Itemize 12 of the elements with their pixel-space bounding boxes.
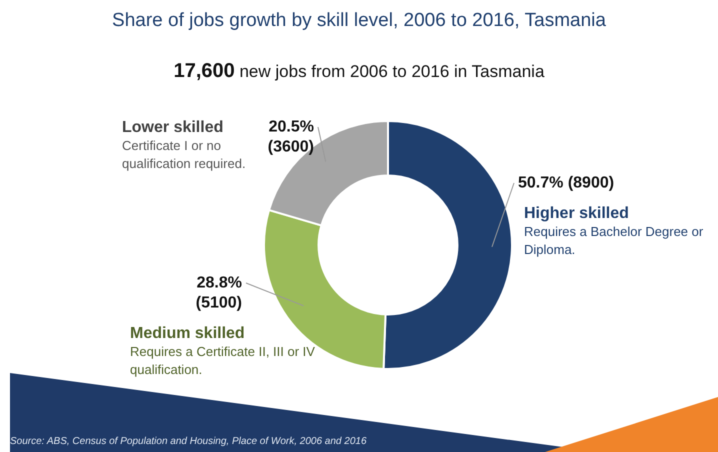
slice-label: Lower skilled — [122, 119, 224, 136]
source-note: Source: ABS, Census of Population and Housing, Place of Work, 2006 and 2016 — [10, 436, 367, 447]
data-label: 28.8% (5100) — [196, 274, 242, 312]
slice-label: Higher skilled — [524, 205, 630, 223]
data-label: 50.7% (8900) — [518, 174, 614, 192]
text: Requires a Certificate II, III or IV qualification. — [130, 343, 316, 379]
text: Certificate I or no qualification required. — [122, 138, 246, 171]
chart-subtitle: 17,600 new jobs from 2006 to 2016 in Tasmania — [172, 60, 546, 83]
chart-title: Share of jobs growth by skill level, 2006 to 2016, Tasmania — [111, 10, 607, 32]
data-label: 20.5% (3600) — [268, 118, 314, 156]
slice-label: Medium skilled — [130, 325, 246, 343]
text: Requires a Bachelor Degree or Diploma. — [524, 223, 704, 259]
